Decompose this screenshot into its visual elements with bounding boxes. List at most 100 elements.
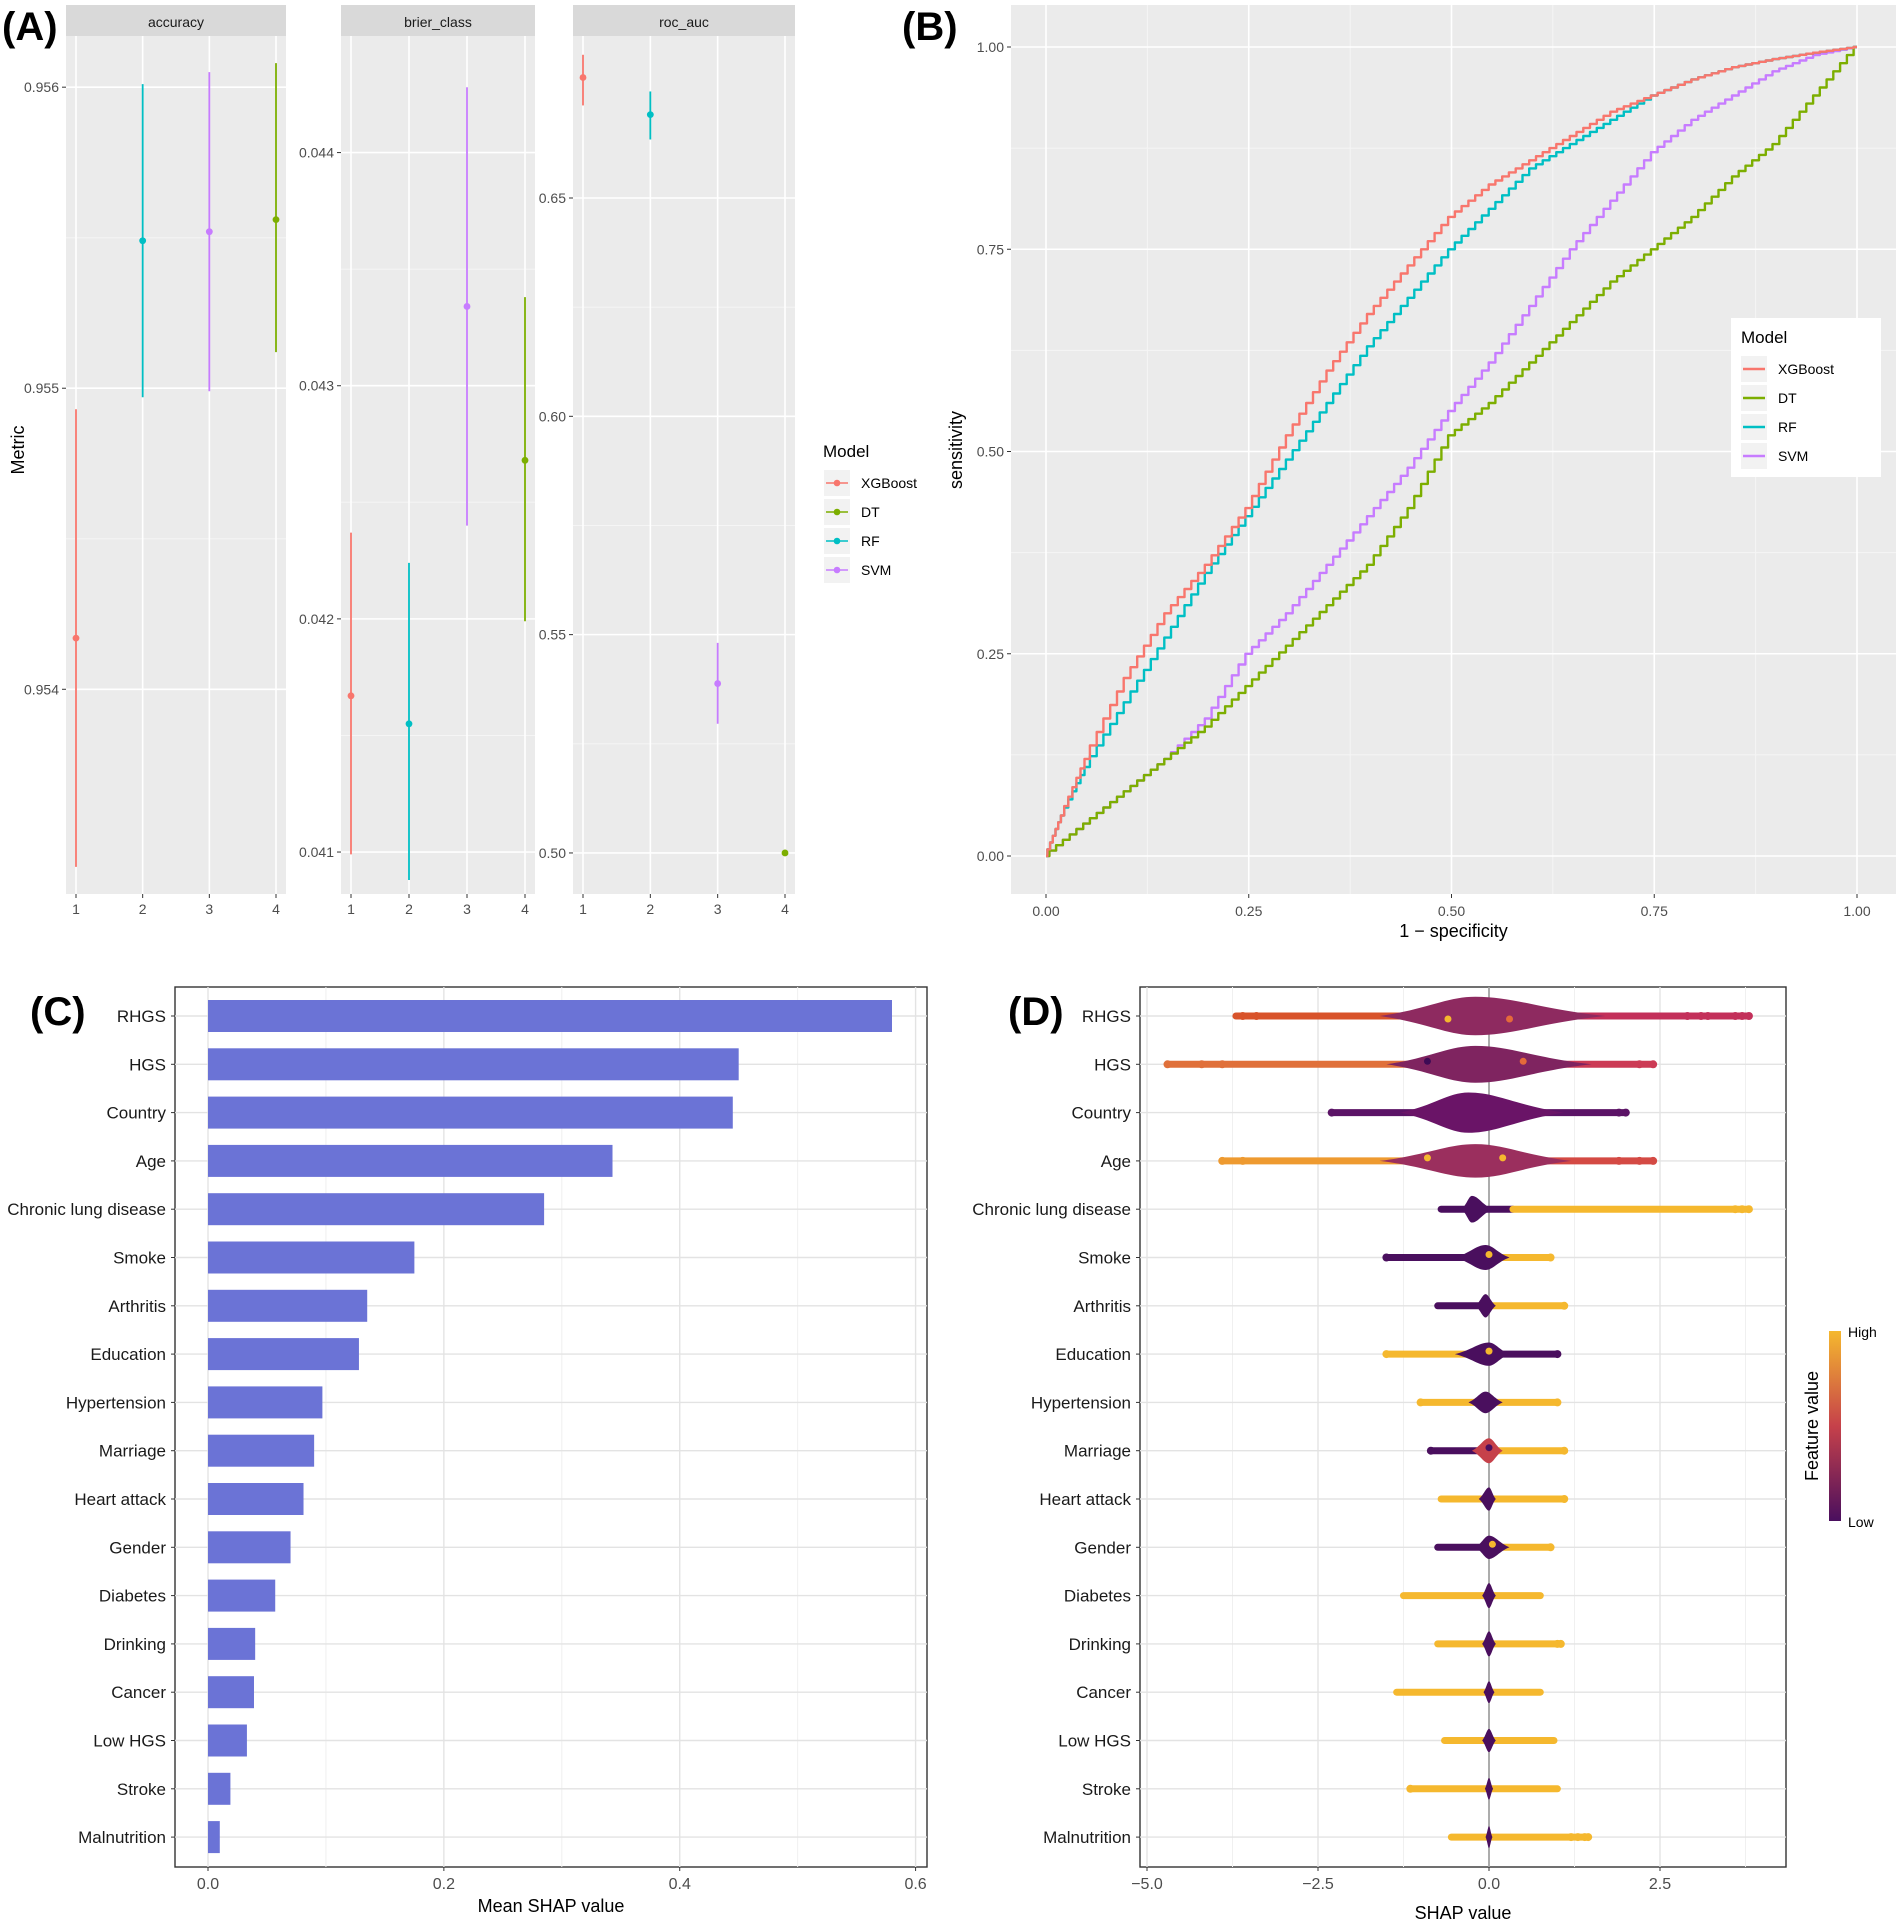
violin-body [1454, 1245, 1510, 1270]
bar-education [208, 1338, 359, 1371]
outlier-point [1614, 1156, 1623, 1165]
facet-roc_auc: roc_auc 0.50 0.55 0.60 0.65 1 2 3 4 [539, 5, 795, 917]
bar-rhgs [208, 1000, 892, 1032]
y-tick-label: 0.041 [299, 844, 334, 860]
category-label: Cancer [111, 1683, 166, 1702]
outlier-point [1649, 1156, 1658, 1165]
data-point [714, 680, 722, 687]
violin-body [1400, 1092, 1565, 1133]
x-tick-label: 2 [646, 901, 654, 917]
outlier-point [1567, 1833, 1576, 1842]
y-tick-label: 0.25 [977, 646, 1004, 662]
outlier-point [1327, 1108, 1336, 1117]
outlier-point [1621, 1108, 1630, 1117]
bar-cancer [208, 1676, 254, 1709]
pointrange-xgboost [72, 409, 80, 867]
violin-body [1379, 1144, 1572, 1178]
category-label: Diabetes [1064, 1587, 1131, 1606]
category-label: Smoke [1078, 1249, 1131, 1268]
outlier-point [1649, 1060, 1658, 1069]
violin-body [1461, 1195, 1493, 1223]
x-tick-label: 0.0 [197, 1876, 219, 1893]
data-point [463, 303, 471, 310]
colorbar-title: Feature value [1802, 1371, 1822, 1481]
bar-low-hgs [208, 1724, 247, 1757]
outlier-point [1163, 1060, 1172, 1069]
violin-body [1475, 1294, 1496, 1318]
category-label: Cancer [1076, 1683, 1131, 1702]
data-point [272, 216, 280, 224]
bar-hypertension [208, 1386, 323, 1419]
y-axis-title: Metric [8, 426, 28, 475]
panel-b: (B) 0.00 0.00 0.25 0.25 0.50 0.50 0.75 0.75 1.00 1… [902, 5, 1896, 941]
outlier-point [1744, 1205, 1753, 1214]
outlier-point [1560, 1301, 1569, 1310]
shap-row-rhgs [1232, 996, 1753, 1036]
legend-title: Model [823, 442, 869, 461]
x-tick-label: 0.6 [904, 1876, 926, 1893]
shap-row-chronic-lung-disease [1437, 1195, 1753, 1223]
y-tick-label: 0.043 [299, 378, 334, 394]
outlier-point [1546, 1253, 1555, 1262]
legend-b: Model XGBoost DT RF SVM [1731, 318, 1881, 477]
outlier-point [1238, 1012, 1247, 1020]
x-tick-label: 0.0 [1478, 1876, 1500, 1893]
y-axis-title: sensitivity [946, 411, 966, 489]
category-label: Malnutrition [78, 1828, 166, 1847]
data-point [139, 237, 147, 245]
outlier-point [1382, 1350, 1391, 1359]
pointrange-svm [463, 87, 471, 526]
mixed-point [1444, 1015, 1452, 1023]
mixed-point [1423, 1154, 1431, 1162]
x-tick-label: 0.75 [1641, 903, 1668, 919]
pointrange-dt [272, 63, 280, 353]
x-tick-label: 1 [72, 901, 80, 917]
legend-item-rf: RF [1741, 414, 1797, 440]
category-label: Chronic lung disease [972, 1200, 1131, 1219]
legend-item-dt: DT [1741, 385, 1797, 411]
facet-strip-label: roc_auc [659, 14, 709, 30]
legend-label: XGBoost [861, 475, 917, 491]
shap-row-country [1327, 1092, 1630, 1133]
x-tick-label: −2.5 [1302, 1876, 1334, 1893]
category-label: Low HGS [1058, 1732, 1131, 1751]
shap-row-cancer [1393, 1681, 1544, 1703]
outlier-point [1731, 1205, 1740, 1214]
violin-body [1482, 1583, 1496, 1609]
y-tick-label: 0.50 [977, 444, 1004, 460]
x-tick-label: 0.50 [1438, 903, 1465, 919]
outlier-point [1197, 1060, 1206, 1069]
legend-label: DT [861, 504, 880, 520]
violin-body [1379, 996, 1606, 1036]
outlier-point [1218, 1156, 1227, 1165]
x-tick-label: 2.5 [1649, 1876, 1671, 1893]
legend-label: SVM [861, 562, 891, 578]
category-label: Malnutrition [1043, 1828, 1131, 1847]
legend-label: RF [861, 533, 880, 549]
legend-item-svm: SVM [1741, 443, 1808, 469]
data-point [521, 456, 529, 464]
colorbar: High Low Feature value [1802, 1324, 1877, 1530]
category-label: Age [136, 1152, 166, 1171]
mixed-point [1485, 1251, 1493, 1258]
roc-line-xgboost [1046, 45, 1857, 858]
category-label: Low HGS [93, 1732, 166, 1751]
shap-row-education [1382, 1342, 1562, 1366]
y-tick-label: 0.954 [24, 681, 59, 697]
x-axis-title: Mean SHAP value [478, 1896, 625, 1916]
x-tick-label: 4 [781, 901, 789, 917]
outlier-point [1406, 1784, 1415, 1793]
legend-item-dt: DT [824, 499, 880, 525]
facet-accuracy: accuracy 0.954 0.955 0.956 1 2 3 4 [24, 5, 286, 917]
y-tick-label: 0.60 [539, 408, 566, 424]
category-label: Drinking [1069, 1635, 1131, 1654]
outlier-point [1553, 1398, 1562, 1407]
category-label: Heart attack [1039, 1490, 1131, 1509]
facet-strip-label: accuracy [148, 14, 204, 30]
data-point [579, 74, 587, 81]
category-label: RHGS [117, 1007, 166, 1026]
data-point [781, 849, 789, 857]
category-label: Gender [1074, 1538, 1131, 1557]
pointrange-svm [714, 642, 722, 724]
